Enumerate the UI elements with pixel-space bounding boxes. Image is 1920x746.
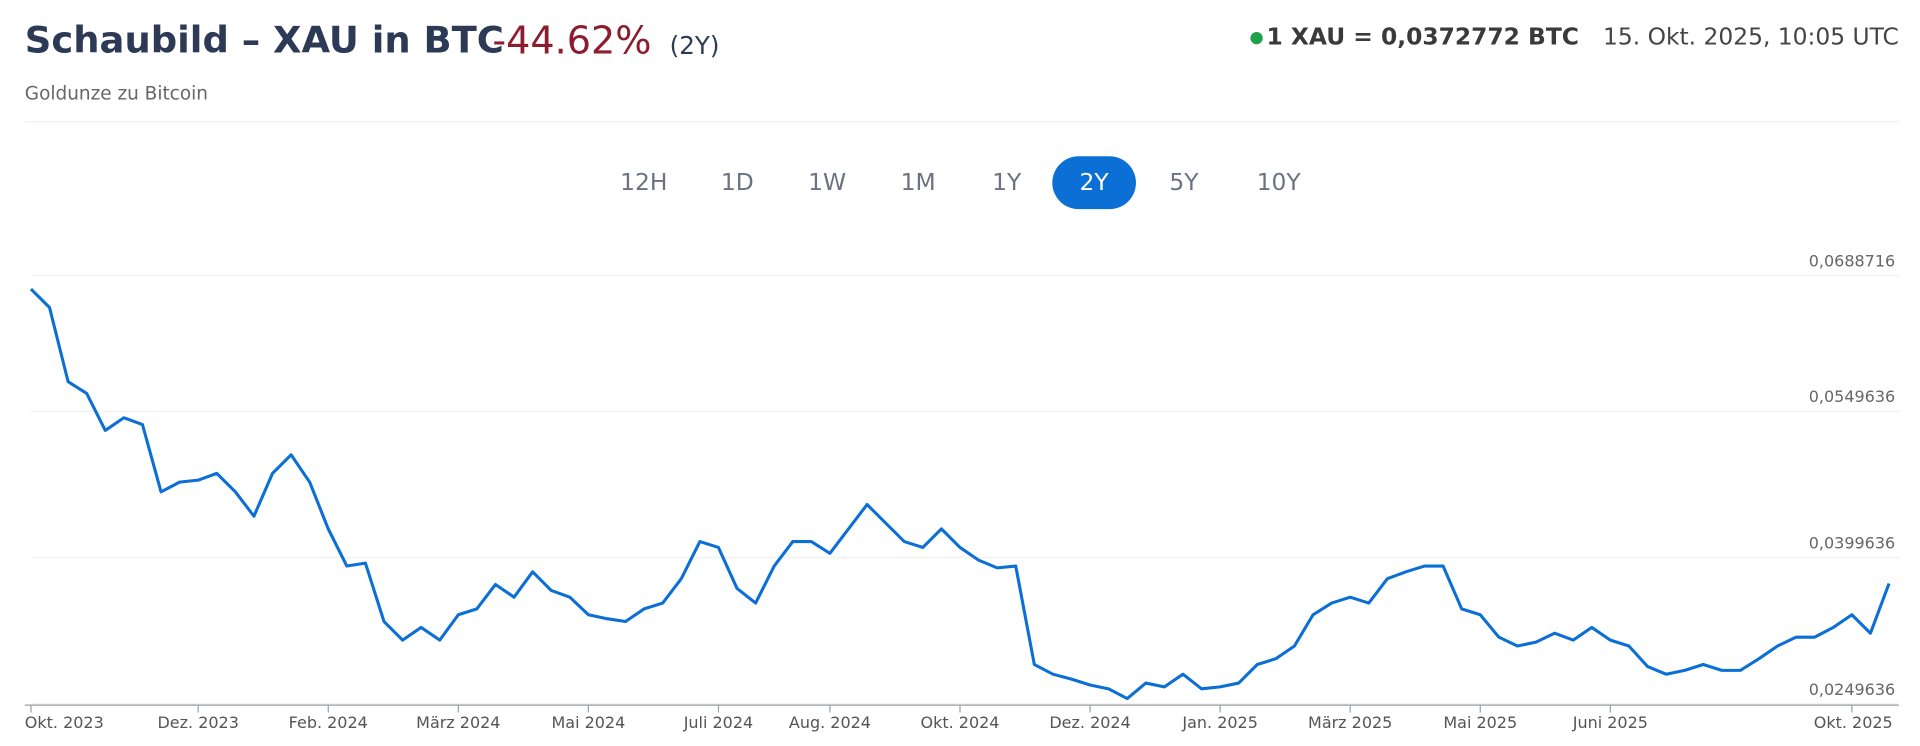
range-button[interactable]: 1Y	[992, 168, 1022, 196]
range-button[interactable]: 5Y	[1169, 168, 1199, 196]
range-button-active[interactable]	[1052, 156, 1136, 210]
x-tick-label: Mai 2025	[1443, 713, 1517, 732]
y-tick-label: 0,0688716	[1809, 252, 1895, 271]
y-tick-label: 0,0249636	[1809, 680, 1895, 699]
range-button[interactable]: 1W	[808, 168, 846, 196]
y-tick-label: 0,0399636	[1809, 534, 1895, 553]
y-tick-label: 0,0549636	[1809, 387, 1895, 406]
timestamp: 15. Okt. 2025, 10:05 UTC	[1603, 23, 1899, 51]
plot-area: 0,0249636 0,0399636 0,0549636 0,0688716 Okt.…	[25, 252, 1899, 732]
x-tick-label: Aug. 2024	[789, 713, 871, 732]
range-selector: 12H 1D 1W 1M 1Y 2Y 5Y 10Y	[620, 156, 1302, 210]
x-tick-label: März 2025	[1308, 713, 1392, 732]
x-tick-label: Jan. 2025	[1181, 713, 1257, 732]
x-tick-label: Juli 2024	[683, 713, 754, 732]
range-button[interactable]: 1M	[901, 168, 936, 196]
price: 1 XAU = 0,0372772 BTC	[1266, 23, 1578, 51]
x-tick-label: Feb. 2024	[289, 713, 368, 732]
x-tick-label: Dez. 2023	[158, 713, 239, 732]
x-tick-label: Okt. 2023	[25, 713, 104, 732]
x-tick-label: Dez. 2024	[1049, 713, 1130, 732]
subtitle: Goldunze zu Bitcoin	[25, 84, 208, 105]
period: (2Y)	[670, 31, 720, 60]
live-dot	[1250, 31, 1263, 45]
price-line	[29, 287, 1891, 701]
x-tick-label: Okt. 2024	[921, 713, 1000, 732]
change: -44.62%	[492, 19, 651, 63]
range-button[interactable]: 1D	[721, 168, 754, 196]
chart-title: Schaubild – XAU in BTC	[25, 18, 504, 61]
range-button[interactable]: 12H	[620, 168, 667, 196]
range-button[interactable]: 2Y	[1080, 168, 1110, 196]
range-button[interactable]: 10Y	[1257, 168, 1302, 196]
x-tick-label: Juni 2025	[1572, 713, 1648, 732]
x-tick-label: Mai 2024	[551, 713, 625, 732]
x-tick-label: Okt. 2025	[1814, 713, 1893, 732]
x-tick-label: März 2024	[416, 713, 500, 732]
